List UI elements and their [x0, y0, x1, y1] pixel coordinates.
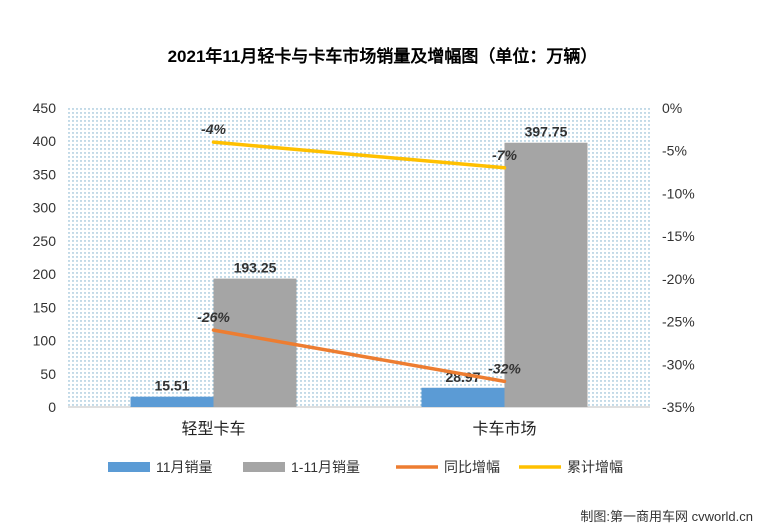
y-left-tick-label: 150 [33, 299, 57, 315]
chart-title: 2021年11月轻卡与卡车市场销量及增幅图（单位：万辆） [167, 47, 598, 66]
y-right-tick-label: -30% [662, 356, 695, 372]
legend-swatch [108, 462, 150, 472]
legend-label: 同比增幅 [444, 459, 500, 475]
y-right-tick-label: -5% [662, 143, 687, 159]
bar [504, 142, 588, 407]
line-data-label: -32% [488, 360, 521, 376]
bar-data-label: 15.51 [154, 378, 189, 394]
y-right-tick-label: -25% [662, 314, 695, 330]
y-left-tick-label: 0 [48, 399, 56, 415]
y-right-tick-label: -15% [662, 228, 695, 244]
line-data-label: -7% [492, 147, 517, 163]
x-tick-label: 轻型卡车 [181, 420, 245, 438]
bar-data-label: 397.75 [525, 124, 568, 140]
y-right-tick-label: -10% [662, 185, 695, 201]
line-data-label: -26% [197, 309, 230, 325]
y-left-tick-label: 300 [33, 200, 57, 216]
y-right-tick-label: 0% [662, 100, 682, 116]
y-left-tick-label: 50 [40, 366, 56, 382]
y-left-tick-label: 350 [33, 166, 57, 182]
series-line [211, 328, 507, 384]
y-left-tick-label: 450 [33, 100, 57, 116]
y-left-tick-label: 400 [33, 133, 57, 149]
legend-label: 1-11月销量 [291, 459, 360, 475]
y-left-tick-label: 250 [33, 233, 57, 249]
x-tick-label: 卡车市场 [472, 420, 536, 438]
y-right-tick-label: -20% [662, 271, 695, 287]
y-right-tick-label: -35% [662, 399, 695, 415]
legend-label: 11月销量 [156, 459, 213, 475]
bar [130, 396, 214, 407]
credit-text: 制图:第一商用车网 cvworld.cn [580, 509, 753, 524]
legend-swatch [243, 462, 285, 472]
series-line [211, 140, 507, 170]
bar [421, 387, 505, 407]
y-left-tick-label: 200 [33, 266, 57, 282]
y-left-tick-label: 100 [33, 333, 57, 349]
bar-data-label: 193.25 [234, 260, 277, 276]
line-data-label: -4% [201, 121, 226, 137]
legend-label: 累计增幅 [567, 459, 623, 475]
